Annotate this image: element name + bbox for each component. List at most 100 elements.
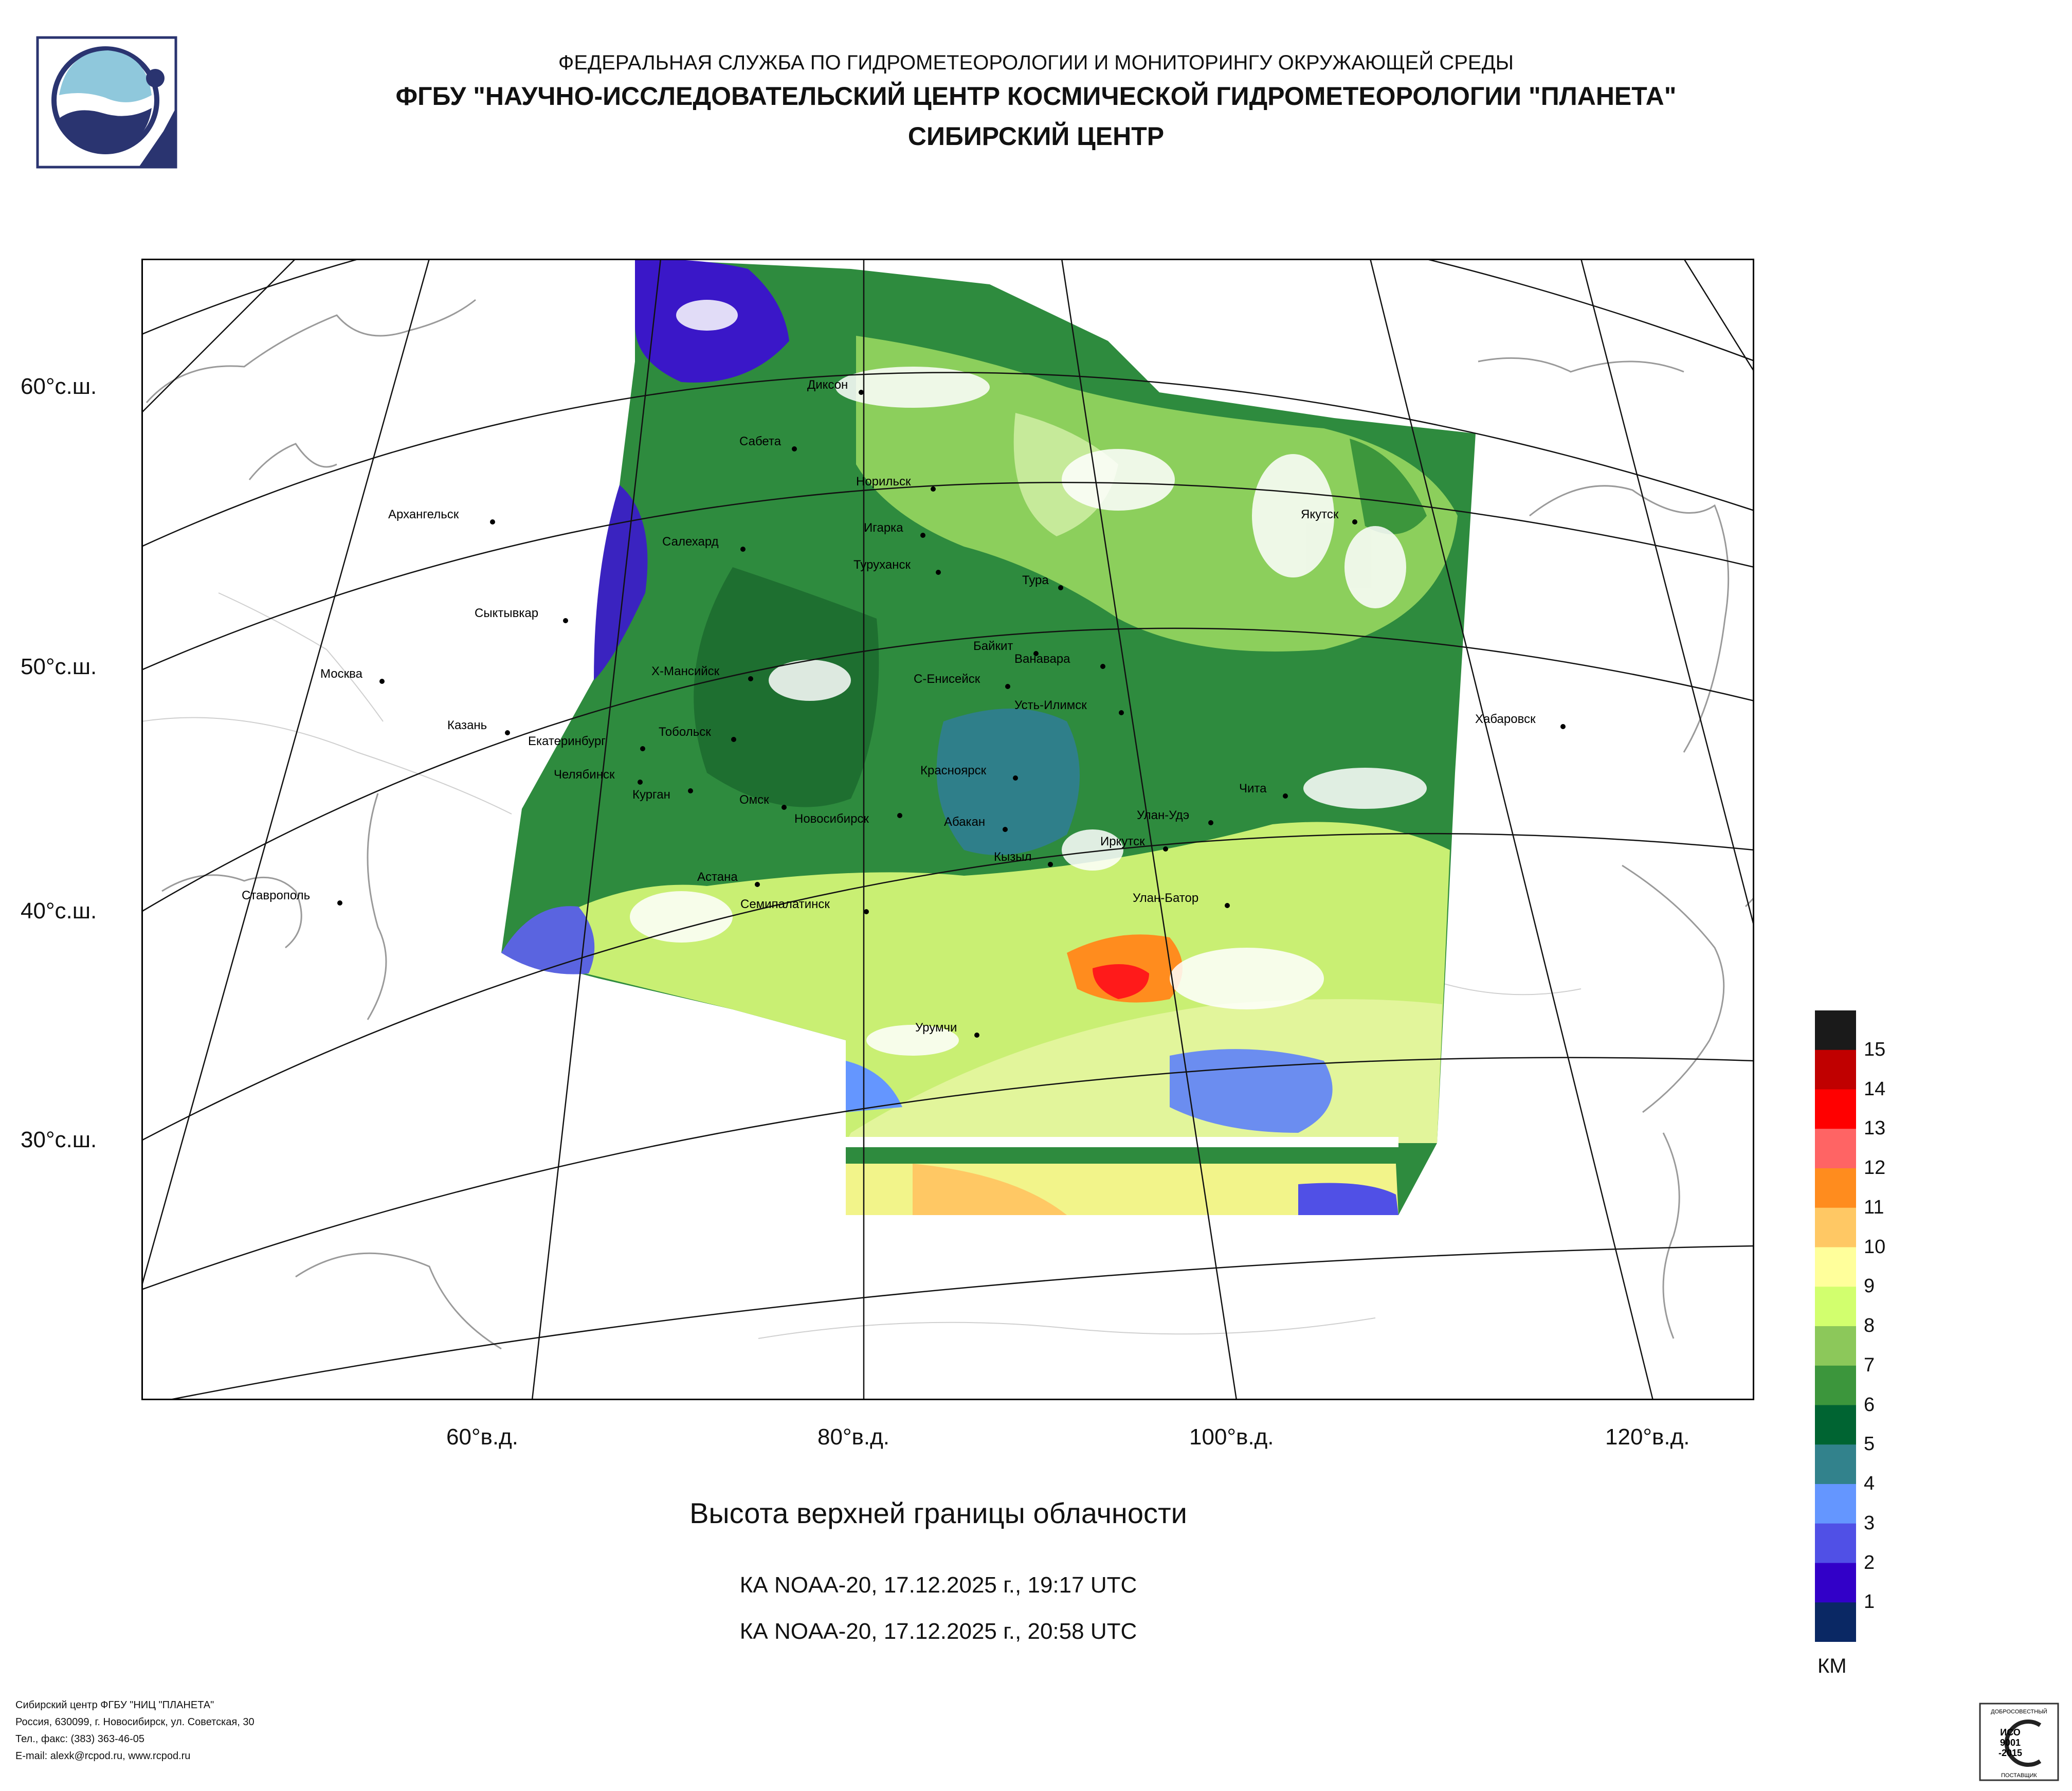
svg-text:Абакан: Абакан <box>944 815 985 829</box>
legend-level-label: 7 <box>1864 1354 1875 1376</box>
svg-text:Кызыл: Кызыл <box>994 850 1032 864</box>
city-semipalatinsk: Семипалатинск <box>740 897 869 914</box>
legend-swatch <box>1815 1129 1856 1169</box>
legend-level-label: 5 <box>1864 1433 1875 1455</box>
svg-text:Якутск: Якутск <box>1301 508 1339 521</box>
svg-text:Х-Мансийск: Х-Мансийск <box>651 664 720 678</box>
city-baykit: Байкит <box>973 639 1039 656</box>
city-salekhard: Салехард <box>662 535 746 552</box>
city-syktyvkar: Сыктывкар <box>475 606 568 623</box>
legend-level-label: 13 <box>1864 1117 1886 1139</box>
svg-text:Семипалатинск: Семипалатинск <box>740 897 830 911</box>
map-title: Высота верхней границы облачности <box>689 1497 1187 1529</box>
legend-level-label: 2 <box>1864 1551 1875 1573</box>
city-stavropol: Ставрополь <box>242 889 342 906</box>
svg-text:ДОБРОСОВЕСТНЫЙ: ДОБРОСОВЕСТНЫЙ <box>1991 1708 2047 1715</box>
svg-text:Усть-Илимск: Усть-Илимск <box>1014 698 1087 712</box>
svg-text:9001: 9001 <box>2000 1738 2021 1748</box>
legend-level-label: 12 <box>1864 1157 1886 1179</box>
footer-phone: Тел., факс: (383) 363-46-05 <box>15 1733 144 1745</box>
city-omsk: Омск <box>739 793 787 810</box>
legend-swatch <box>1815 1010 1856 1051</box>
legend-swatch <box>1815 1484 1856 1524</box>
svg-text:Улан-Удэ: Улан-Удэ <box>1137 808 1189 822</box>
svg-text:Екатеринбург: Екатеринбург <box>528 734 606 748</box>
lon-label-80: 80°в.д. <box>817 1424 890 1450</box>
legend-level-label: 11 <box>1864 1196 1884 1218</box>
legend-swatch <box>1815 1444 1856 1485</box>
city-irkutsk: Иркутск <box>1100 835 1168 852</box>
svg-text:ИСО: ИСО <box>2000 1727 2021 1738</box>
legend-level-label: 6 <box>1864 1394 1875 1416</box>
city-tobolsk: Тобольск <box>659 725 736 742</box>
iso-cert-badge: ДОБРОСОВЕСТНЫЙ ИСО 9001 -2015 ПОСТАВЩИК <box>1979 1703 2059 1781</box>
footer-email: E-mail: alexk@rcpod.ru, www.rcpod.ru <box>15 1750 191 1762</box>
svg-text:Сыктывкар: Сыктывкар <box>475 606 538 620</box>
city-ulanbator: Улан-Батор <box>1133 891 1230 908</box>
footer-org: Сибирский центр ФГБУ "НИЦ "ПЛАНЕТА" <box>15 1699 214 1711</box>
city-turukhansk: Туруханск <box>853 558 941 575</box>
svg-text:-2015: -2015 <box>1998 1748 2022 1758</box>
svg-text:С-Енисейск: С-Енисейск <box>914 672 980 686</box>
city-chita: Чита <box>1239 782 1288 799</box>
svg-text:Байкит: Байкит <box>973 639 1013 653</box>
svg-text:Сабета: Сабета <box>739 435 781 448</box>
pass-info-1: КА NOAA-20, 17.12.2025 г., 19:17 UTC <box>739 1572 1137 1598</box>
city-urumchi: Урумчи <box>915 1021 979 1038</box>
city-ulanude: Улан-Удэ <box>1137 808 1213 825</box>
svg-text:Ванавара: Ванавара <box>1014 652 1070 666</box>
planeta-logo <box>36 36 177 169</box>
height-legend-bar <box>1815 1010 1856 1642</box>
svg-text:Красноярск: Красноярск <box>920 764 987 777</box>
svg-text:Норильск: Норильск <box>856 475 911 489</box>
svg-text:Хабаровск: Хабаровск <box>1475 712 1536 726</box>
cloud-top-height-map: Архангельск Сыктывкар Москва Казань Став… <box>141 259 1754 1400</box>
svg-text:Омск: Омск <box>739 793 769 807</box>
lat-label-60: 60°с.ш. <box>21 374 97 399</box>
legend-level-label: 8 <box>1864 1315 1875 1336</box>
svg-text:Тура: Тура <box>1022 573 1049 587</box>
legend-swatch <box>1815 1602 1856 1642</box>
city-ustilimsk: Усть-Илимск <box>1014 698 1124 715</box>
pass-info-2: КА NOAA-20, 17.12.2025 г., 20:58 UTC <box>739 1619 1137 1644</box>
city-abakan: Абакан <box>944 815 1008 832</box>
svg-text:Ставрополь: Ставрополь <box>242 889 310 902</box>
city-chelyabinsk: Челябинск <box>554 768 643 785</box>
legend-swatch <box>1815 1168 1856 1208</box>
svg-text:Иркутск: Иркутск <box>1100 835 1145 848</box>
svg-text:Челябинск: Челябинск <box>554 768 615 782</box>
legend-swatch <box>1815 1207 1856 1247</box>
svg-text:Урумчи: Урумчи <box>915 1021 957 1035</box>
city-kurgan: Курган <box>632 788 693 802</box>
svg-text:Москва: Москва <box>320 667 363 681</box>
city-sabeta: Сабета <box>739 435 797 451</box>
legend-level-label: 15 <box>1864 1038 1886 1060</box>
legend-level-label: 10 <box>1864 1236 1886 1258</box>
lat-label-40: 40°с.ш. <box>21 898 97 924</box>
center-line: СИБИРСКИЙ ЦЕНТР <box>907 122 1165 151</box>
lon-label-100: 100°в.д. <box>1189 1424 1274 1450</box>
city-khabarovsk: Хабаровск <box>1475 712 1566 729</box>
legend-swatch <box>1815 1247 1856 1287</box>
city-moskva: Москва <box>320 667 385 684</box>
city-yakutsk: Якутск <box>1301 508 1357 524</box>
city-dikson: Диксон <box>807 378 864 395</box>
city-tura: Тура <box>1022 573 1063 590</box>
legend-swatch <box>1815 1405 1856 1445</box>
svg-text:Архангельск: Архангельск <box>388 508 459 521</box>
legend-level-label: 14 <box>1864 1078 1886 1100</box>
legend-unit: КМ <box>1817 1655 1847 1677</box>
satellite-swath <box>501 259 1476 1215</box>
city-novosibirsk: Новосибирск <box>794 812 902 826</box>
legend-swatch <box>1815 1050 1856 1090</box>
city-khmansiysk: Х-Мансийск <box>651 664 753 681</box>
lat-label-50: 50°с.ш. <box>21 654 97 679</box>
svg-text:ПОСТАВЩИК: ПОСТАВЩИК <box>2001 1772 2037 1779</box>
svg-text:Астана: Астана <box>697 870 738 884</box>
svg-text:Казань: Казань <box>447 718 487 732</box>
svg-text:Тобольск: Тобольск <box>659 725 711 739</box>
legend-level-label: 9 <box>1864 1275 1875 1297</box>
legend-swatch <box>1815 1563 1856 1603</box>
legend-level-label: 1 <box>1864 1591 1875 1613</box>
city-astana: Астана <box>697 870 760 887</box>
